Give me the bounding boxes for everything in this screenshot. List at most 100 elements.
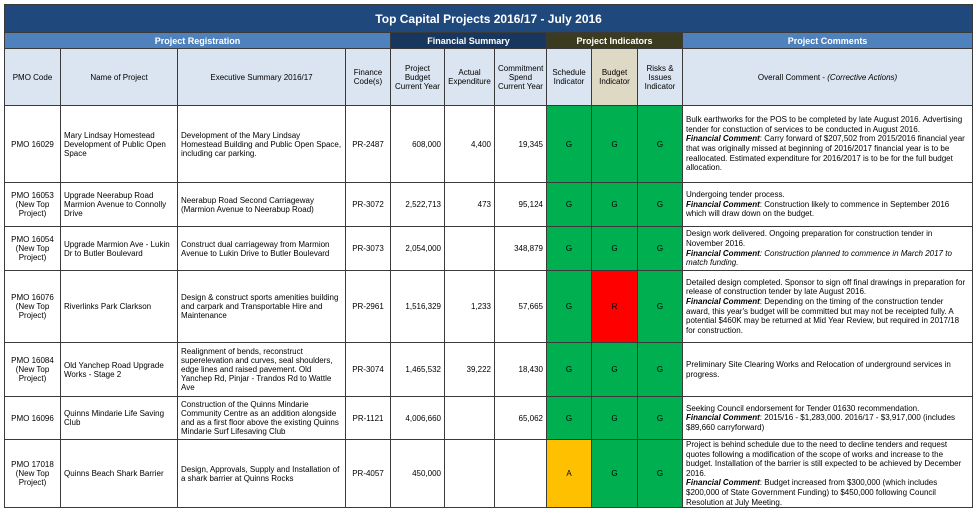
header-budget-indicator: Budget Indicator (591, 48, 638, 106)
schedule-indicator: G (546, 270, 592, 343)
table-row: PMO 16076 (New Top Project) Riverlinks Pa… (4, 270, 974, 343)
risks-indicator: G (637, 105, 683, 183)
projects-table: Top Capital Projects 2016/17 - July 2016… (3, 4, 974, 509)
capital-projects-sheet: Top Capital Projects 2016/17 - July 2016… (3, 4, 974, 509)
header-finance-code: Finance Code(s) (345, 48, 391, 106)
risks-indicator: G (637, 342, 683, 397)
header-risks-indicator: Risks & Issues Indicator (637, 48, 683, 106)
pmo-code-cell: PMO 16096 (4, 396, 61, 440)
header-commitment: Commitment Spend Current Year (494, 48, 547, 106)
comment-text: Project is behind schedule due to the ne… (686, 440, 962, 478)
financial-comment-text: : Depending on the timing of the constru… (686, 296, 960, 335)
executive-summary-cell: Design & construct sports amenities buil… (177, 270, 346, 343)
header-overall-label: Overall Comment - (757, 72, 828, 82)
section-project-comments: Project Comments (681, 32, 974, 49)
financial-comment-text: : Carry forward of $207,502 from 2015/20… (686, 134, 965, 173)
section-project-registration: Project Registration (4, 32, 391, 49)
header-project-name: Name of Project (60, 48, 178, 106)
finance-code-cell: PR-3073 (345, 226, 391, 271)
commitment-cell: 57,665 (494, 270, 547, 343)
risks-indicator: G (637, 438, 683, 509)
budget-indicator: G (591, 342, 638, 397)
budget-indicator: G (591, 105, 638, 183)
table-row: PMO 16084 (New Top Project) Old Yanchep R… (4, 342, 974, 397)
schedule-indicator: G (546, 342, 592, 397)
commitment-cell (494, 438, 547, 509)
header-overall-suffix: (Corrective Actions) (827, 72, 898, 82)
table-row: PMO 16096 Quinns Mindarie Life Saving Clu… (4, 396, 974, 440)
budget-indicator: G (591, 396, 638, 440)
overall-comment-cell: Seeking Council endorsement for Tender 0… (681, 396, 974, 440)
financial-comment-text: : Construction planned to commence in Ma… (686, 248, 952, 268)
financial-comment-text: : 2015/16 - $1,283,000. 2016/17 - $3,917… (686, 413, 956, 432)
pmo-code-cell: PMO 16084 (New Top Project) (4, 342, 61, 397)
commitment-cell: 95,124 (494, 182, 547, 227)
header-schedule-indicator: Schedule Indicator (546, 48, 592, 106)
comment-text: Bulk earthworks for the POS to be comple… (686, 115, 963, 134)
risks-indicator: G (637, 182, 683, 227)
report-title: Top Capital Projects 2016/17 - July 2016 (3, 4, 974, 33)
commitment-cell: 348,879 (494, 226, 547, 271)
actual-expenditure-cell: 39,222 (444, 342, 495, 397)
comment-text: Design work delivered. Ongoing preparati… (686, 229, 933, 248)
budget-cell: 450,000 (390, 438, 445, 509)
section-financial-summary: Financial Summary (390, 32, 547, 49)
commitment-cell: 65,062 (494, 396, 547, 440)
budget-cell: 1,465,532 (390, 342, 445, 397)
finance-code-cell: PR-2961 (345, 270, 391, 343)
header-overall-comment: Overall Comment - (Corrective Actions) (681, 48, 974, 106)
financial-comment-label: Financial Comment (686, 478, 760, 488)
risks-indicator: G (637, 226, 683, 271)
budget-indicator: G (591, 226, 638, 271)
project-name-cell: Old Yanchep Road Upgrade Works - Stage 2 (60, 342, 178, 397)
executive-summary-cell: Neerabup Road Second Carriageway (Marmio… (177, 182, 346, 227)
schedule-indicator: G (546, 105, 592, 183)
finance-code-cell: PR-3074 (345, 342, 391, 397)
actual-expenditure-cell (444, 438, 495, 509)
budget-cell: 2,054,000 (390, 226, 445, 271)
project-name-cell: Upgrade Neerabup Road Marmion Avenue to … (60, 182, 178, 227)
project-name-cell: Quinns Mindarie Life Saving Club (60, 396, 178, 440)
pmo-code-cell: PMO 16053 (New Top Project) (4, 182, 61, 227)
pmo-code-cell: PMO 16029 (4, 105, 61, 183)
overall-comment-cell: Preliminary Site Clearing Works and Relo… (681, 342, 974, 397)
header-executive-summary: Executive Summary 2016/17 (177, 48, 346, 106)
project-rows: PMO 16029 Mary Lindsay Homestead Developm… (4, 105, 974, 509)
actual-expenditure-cell: 1,233 (444, 270, 495, 343)
header-actual: Actual Expenditure (444, 48, 495, 106)
executive-summary-cell: Realignment of bends, reconstruct supere… (177, 342, 346, 397)
risks-indicator: G (637, 396, 683, 440)
executive-summary-cell: Construct dual carriageway from Marmion … (177, 226, 346, 271)
financial-comment-label: Financial Comment (686, 248, 760, 258)
header-pmo-code: PMO Code (4, 48, 61, 106)
overall-comment-cell: Project is behind schedule due to the ne… (681, 438, 974, 509)
table-row: PMO 16053 (New Top Project) Upgrade Neera… (4, 182, 974, 227)
comment-text: Undergoing tender process. (686, 190, 785, 200)
comment-text: Seeking Council endorsement for Tender 0… (686, 403, 920, 413)
financial-comment-text: : Construction likely to commence in Sep… (686, 199, 950, 219)
actual-expenditure-cell: 4,400 (444, 105, 495, 183)
schedule-indicator: G (546, 182, 592, 227)
overall-comment-cell: Undergoing tender process. Financial Comm… (681, 182, 974, 227)
overall-comment-cell: Design work delivered. Ongoing preparati… (681, 226, 974, 271)
executive-summary-cell: Design, Approvals, Supply and Installati… (177, 438, 346, 509)
table-row: PMO 17018 (New Top Project) Quinns Beach … (4, 438, 974, 509)
commitment-cell: 18,430 (494, 342, 547, 397)
executive-summary-cell: Development of the Mary Lindsay Homestea… (177, 105, 346, 183)
pmo-code-cell: PMO 17018 (New Top Project) (4, 438, 61, 509)
table-row: PMO 16054 (New Top Project) Upgrade Marmi… (4, 226, 974, 271)
finance-code-cell: PR-4057 (345, 438, 391, 509)
comment-text: Preliminary Site Clearing Works and Relo… (686, 359, 951, 379)
financial-comment-label: Financial Comment (686, 413, 760, 423)
schedule-indicator: G (546, 226, 592, 271)
risks-indicator: G (637, 270, 683, 343)
budget-indicator: G (591, 438, 638, 509)
finance-code-cell: PR-2487 (345, 105, 391, 183)
commitment-cell: 19,345 (494, 105, 547, 183)
financial-comment-text: : Budget increased from $300,000 (which … (686, 478, 938, 507)
project-name-cell: Mary Lindsay Homestead Development of Pu… (60, 105, 178, 183)
section-project-indicators: Project Indicators (546, 32, 683, 49)
header-budget: Project Budget Current Year (390, 48, 445, 106)
overall-comment-cell: Bulk earthworks for the POS to be comple… (681, 105, 974, 183)
project-name-cell: Quinns Beach Shark Barrier (60, 438, 178, 509)
